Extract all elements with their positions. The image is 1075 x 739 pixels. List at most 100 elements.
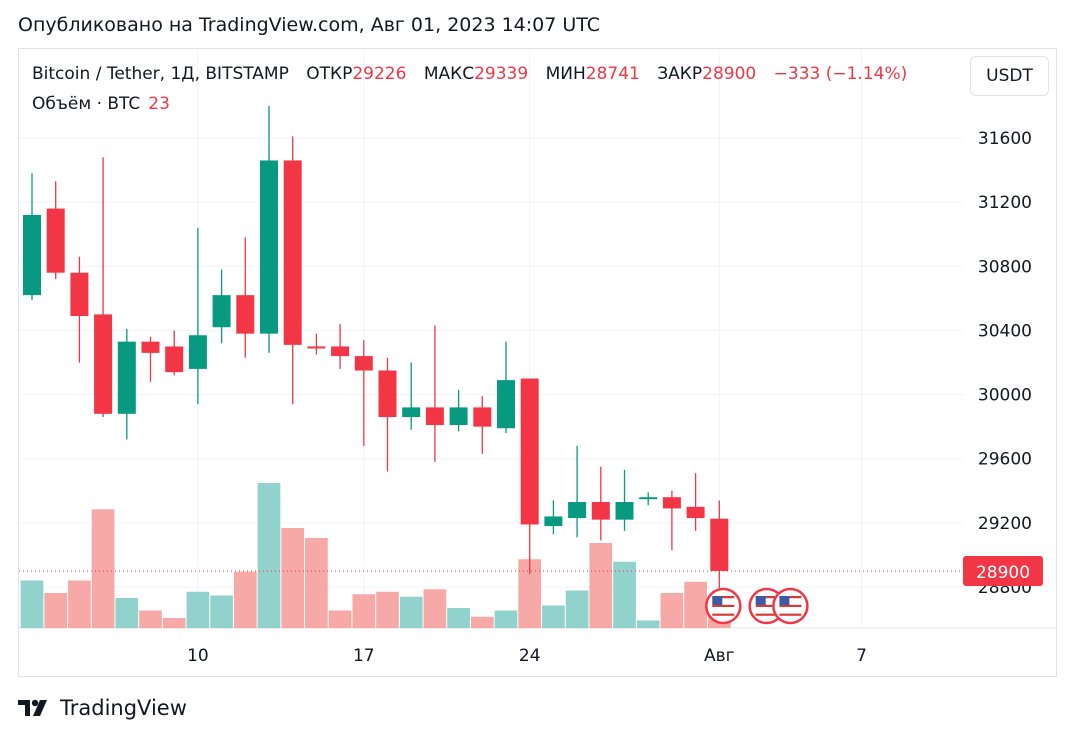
volume-bar — [115, 598, 138, 628]
volume-bar — [661, 593, 684, 628]
candle-body — [426, 407, 444, 425]
volume-bar — [471, 617, 494, 628]
candle-body — [663, 497, 681, 508]
candle — [639, 492, 657, 505]
candle — [213, 269, 231, 343]
candle — [284, 136, 302, 404]
price-tick-label: 30800 — [978, 257, 1032, 277]
candle-body — [70, 273, 88, 316]
candle-body — [473, 407, 491, 426]
volume-bar — [139, 611, 162, 629]
close-label: ЗАКР — [657, 64, 702, 84]
candle — [497, 342, 515, 433]
time-axis: 10 17 24 Авг 7 — [187, 646, 867, 666]
candle-body — [142, 342, 160, 353]
date-tick-label: Авг — [704, 646, 735, 666]
candle — [616, 470, 634, 531]
high-value: 29339 — [474, 64, 528, 84]
candle-body — [189, 335, 207, 369]
flag-stripe — [779, 614, 801, 616]
candle-body — [307, 346, 325, 348]
volume-bar — [495, 611, 518, 629]
volume-value: 23 — [148, 94, 170, 114]
volume-bar — [613, 562, 636, 628]
price-tick-label: 30000 — [978, 386, 1032, 406]
candle — [521, 379, 539, 575]
flag-stripe — [779, 605, 801, 607]
candle — [568, 446, 586, 537]
candle — [70, 257, 88, 363]
open-value: 29226 — [352, 64, 406, 84]
us-flag-event-icon[interactable] — [773, 589, 807, 623]
candle — [426, 326, 444, 462]
volume-bar — [281, 528, 304, 628]
tradingview-branding[interactable]: TradingView — [18, 696, 187, 720]
flag-canton — [712, 596, 722, 605]
candle — [355, 340, 373, 446]
candle-body — [118, 342, 136, 414]
volume-bar — [329, 611, 352, 629]
candle-body — [616, 502, 634, 520]
candle — [23, 173, 41, 300]
brand-name: TradingView — [60, 696, 187, 720]
date-tick-label: 7 — [856, 646, 867, 666]
candle — [236, 237, 254, 357]
candle — [307, 334, 325, 355]
candle-body — [355, 356, 373, 370]
candle-body — [687, 507, 705, 518]
high-label: МАКС — [424, 64, 474, 84]
candle — [165, 330, 183, 375]
price-tick-label: 31200 — [978, 193, 1032, 213]
candle-body — [331, 346, 349, 356]
us-flag-event-icon[interactable] — [706, 589, 740, 623]
volume-bar — [68, 581, 91, 629]
candle — [663, 491, 681, 550]
price-tick-label: 29600 — [978, 450, 1032, 470]
symbol-title: Bitcoin / Tether, 1Д, BITSTAMP — [32, 64, 289, 84]
volume-bar — [376, 592, 399, 628]
volume-bar — [589, 543, 612, 628]
candle-body — [402, 407, 420, 417]
candle-body — [165, 346, 183, 372]
candle — [402, 363, 420, 430]
volume-bar — [566, 591, 589, 629]
candle — [544, 500, 562, 534]
volume-bar — [92, 509, 115, 628]
candle-body — [544, 516, 562, 526]
flag-stripe — [779, 609, 801, 611]
candle-body — [94, 314, 112, 413]
volume-bar — [400, 597, 423, 628]
volume-bar — [163, 618, 186, 628]
candle-body — [639, 497, 657, 499]
candle-body — [521, 379, 539, 525]
candle — [47, 181, 65, 279]
candle — [450, 390, 468, 432]
price-tick-label: 29200 — [978, 514, 1032, 534]
volume-bar — [187, 592, 210, 628]
candle-body — [568, 502, 586, 518]
price-axis: 2880029200296003000030400308003120031600… — [963, 129, 1043, 598]
candle-body — [23, 215, 41, 295]
flag-stripe — [712, 609, 734, 611]
volume-bar — [684, 582, 707, 628]
change-value: −333 (−1.14%) — [774, 64, 908, 84]
candle — [94, 157, 112, 417]
currency-button[interactable]: USDT — [970, 56, 1049, 96]
candle-body — [47, 209, 65, 273]
flag-canton — [779, 596, 789, 605]
volume-bar — [542, 606, 565, 629]
volume-bar — [44, 593, 67, 628]
candle — [710, 501, 728, 597]
tradingview-logo-icon — [18, 698, 52, 718]
last-price-label: 28900 — [976, 563, 1030, 583]
low-value: 28741 — [586, 64, 640, 84]
volume-bar — [637, 621, 660, 629]
volume-bar — [447, 608, 470, 628]
close-value: 28900 — [702, 64, 756, 84]
date-tick-label: 17 — [353, 646, 375, 666]
candle — [260, 106, 278, 353]
candle-body — [213, 295, 231, 327]
candle — [687, 473, 705, 531]
candle — [142, 337, 160, 382]
flag-stripe — [712, 614, 734, 616]
